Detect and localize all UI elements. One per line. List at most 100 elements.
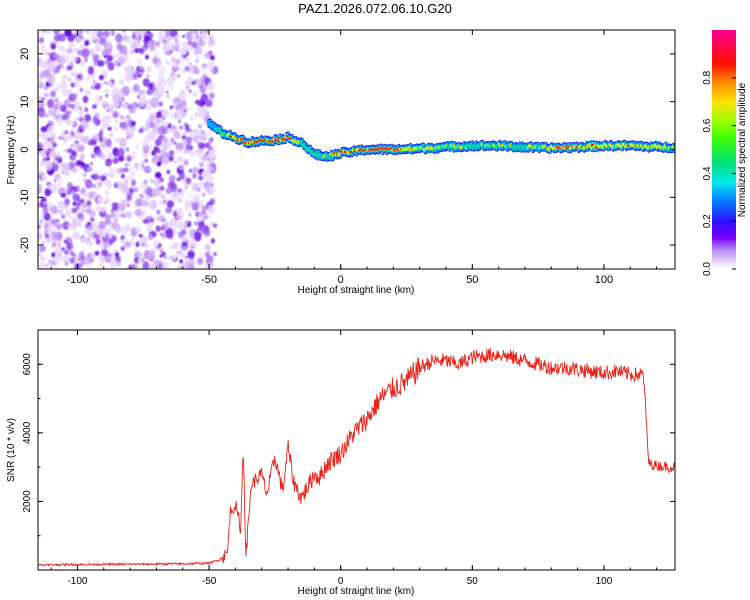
snr-frame — [37, 329, 676, 571]
noise-field — [38, 30, 219, 269]
noise-speckle — [155, 111, 163, 119]
spectrogram-area — [38, 30, 675, 269]
noise-speckle — [55, 223, 63, 230]
noise-speckle — [91, 104, 98, 109]
noise-speckle — [200, 253, 205, 259]
noise-speckle — [118, 155, 125, 162]
noise-speckle — [123, 73, 128, 77]
noise-speckle — [188, 47, 192, 51]
noise-speckle — [59, 190, 63, 194]
noise-speckle — [198, 212, 203, 218]
colorbar-gradient — [712, 30, 736, 269]
noise-speckle — [129, 49, 135, 55]
x-tick-label: -100 — [67, 576, 87, 587]
colorbar-tick-label: 0.8 — [702, 70, 713, 84]
noise-speckle — [106, 181, 113, 189]
noise-speckle — [135, 226, 142, 234]
noise-speckle — [60, 192, 67, 198]
noise-speckle — [121, 121, 130, 131]
noise-speckle — [154, 171, 162, 179]
noise-speckle — [47, 59, 51, 63]
noise-speckle — [92, 173, 99, 181]
noise-speckle — [89, 254, 96, 260]
noise-speckle — [185, 86, 190, 90]
noise-speckle — [177, 265, 184, 269]
noise-speckle — [170, 246, 174, 249]
noise-speckle — [81, 203, 87, 209]
noise-speckle — [202, 225, 210, 232]
noise-speckle — [82, 45, 86, 49]
noise-speckle — [67, 49, 73, 55]
noise-speckle — [101, 115, 108, 125]
noise-speckle — [104, 148, 109, 154]
noise-speckle — [38, 37, 45, 44]
noise-speckle — [179, 164, 184, 171]
noise-speckle — [137, 83, 141, 87]
noise-speckle — [174, 130, 179, 135]
noise-speckle — [176, 35, 181, 40]
noise-speckle — [165, 46, 172, 52]
noise-speckle — [70, 128, 74, 133]
noise-speckle — [155, 148, 161, 154]
noise-speckle — [141, 242, 146, 247]
noise-speckle — [75, 160, 81, 167]
noise-speckle — [84, 228, 90, 234]
noise-speckle — [50, 245, 54, 248]
noise-speckle — [42, 206, 49, 214]
noise-speckle — [201, 40, 206, 46]
noise-speckle — [213, 251, 217, 257]
noise-speckle — [52, 103, 59, 111]
noise-speckle — [143, 35, 150, 41]
noise-speckle — [192, 173, 197, 179]
noise-speckle — [53, 34, 62, 42]
noise-speckle — [136, 58, 142, 64]
noise-speckle — [179, 259, 183, 264]
noise-speckle — [197, 220, 205, 228]
noise-speckle — [98, 131, 104, 138]
noise-speckle — [66, 110, 72, 115]
noise-speckle — [171, 125, 177, 130]
noise-speckle — [105, 81, 110, 86]
noise-speckle — [160, 99, 165, 103]
noise-speckle — [79, 60, 86, 68]
noise-speckle — [148, 114, 156, 122]
noise-speckle — [64, 68, 68, 72]
noise-speckle — [51, 78, 56, 85]
noise-speckle — [163, 113, 167, 117]
noise-speckle — [105, 138, 112, 147]
y-tick-label: 6000 — [22, 353, 33, 376]
noise-speckle — [143, 190, 147, 195]
noise-speckle — [153, 177, 161, 187]
noise-speckle — [71, 150, 77, 156]
noise-speckle — [50, 203, 55, 208]
noise-speckle — [144, 134, 149, 139]
noise-speckle — [129, 166, 133, 172]
noise-speckle — [44, 178, 48, 183]
noise-speckle — [204, 142, 210, 149]
noise-speckle — [131, 171, 135, 176]
noise-speckle — [192, 92, 198, 97]
colorbar-tick-label: 0.2 — [702, 214, 713, 228]
noise-speckle — [193, 128, 198, 134]
noise-speckle — [133, 248, 138, 254]
noise-speckle — [197, 124, 203, 129]
noise-speckle — [141, 164, 145, 168]
noise-speckle — [87, 140, 93, 146]
noise-speckle — [109, 33, 113, 36]
noise-speckle — [210, 198, 216, 204]
noise-speckle — [209, 43, 213, 47]
y-axis-label: Frequency (Hz) — [6, 116, 17, 185]
noise-speckle — [147, 250, 156, 260]
noise-speckle — [53, 30, 61, 35]
noise-speckle — [121, 227, 129, 238]
noise-speckle — [54, 247, 61, 255]
noise-speckle — [105, 89, 109, 93]
noise-speckle — [77, 75, 81, 79]
noise-speckle — [105, 40, 112, 50]
noise-speckle — [205, 251, 210, 258]
noise-speckle — [138, 258, 142, 262]
noise-speckle — [104, 190, 110, 196]
noise-speckle — [71, 251, 75, 257]
noise-speckle — [74, 143, 80, 149]
noise-speckle — [191, 183, 196, 187]
